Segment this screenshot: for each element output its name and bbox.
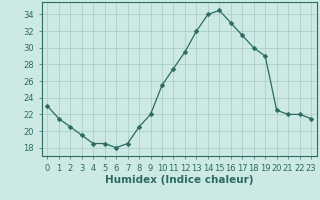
X-axis label: Humidex (Indice chaleur): Humidex (Indice chaleur)	[105, 175, 253, 185]
